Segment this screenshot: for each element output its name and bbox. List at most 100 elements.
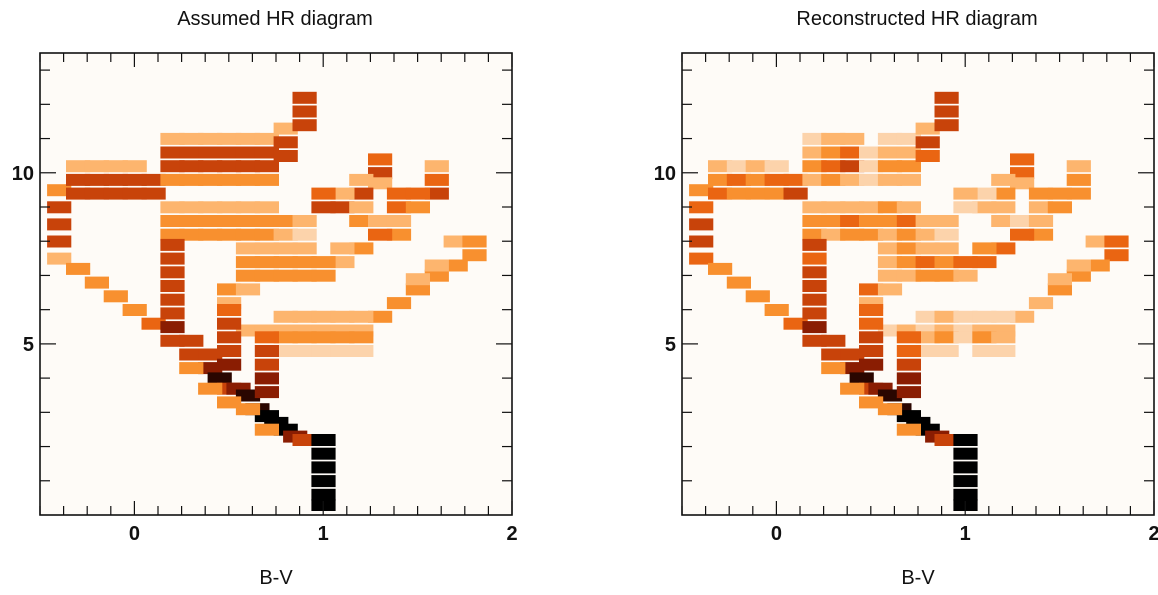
heatmap-cell [217, 132, 242, 145]
heatmap-cell [386, 201, 412, 214]
heatmap-cell [254, 228, 279, 241]
heatmap-cell [877, 403, 903, 416]
heatmap-cell [235, 403, 261, 416]
heatmap-cell [424, 173, 449, 186]
heatmap-cell [1066, 259, 1091, 272]
heatmap-cell [953, 187, 978, 200]
heatmap-cell [443, 235, 468, 248]
heatmap-cell [821, 334, 846, 347]
heatmap-cell [708, 173, 733, 186]
heatmap-cell [1066, 173, 1091, 186]
heatmap-cell [179, 201, 204, 214]
heatmap-cell [311, 201, 336, 214]
heatmap-cell [896, 146, 921, 159]
heatmap-cell [235, 132, 261, 145]
heatmap-cell [802, 160, 827, 173]
heatmap-cell [972, 187, 997, 200]
heatmap-cell [934, 256, 959, 269]
heatmap-cell [915, 242, 940, 255]
heatmap-cell [896, 269, 921, 282]
heatmap-cell [1028, 215, 1054, 227]
heatmap-cell [292, 345, 317, 357]
heatmap-cell [141, 317, 166, 330]
heatmap-cell [953, 310, 978, 323]
heatmap-cell [330, 242, 355, 255]
heatmap-cell [708, 262, 733, 275]
heatmap-cell [292, 256, 317, 269]
heatmap-cell [934, 91, 959, 104]
heatmap-cell [991, 173, 1016, 186]
heatmap-cell [217, 160, 242, 173]
heatmap-cell [726, 173, 751, 186]
heatmap-cell [424, 187, 449, 200]
heatmap-cell [972, 345, 997, 357]
heatmap-cell [991, 242, 1016, 255]
heatmap-cell [1028, 201, 1054, 214]
heatmap-cell [896, 132, 921, 145]
heatmap-cell [934, 331, 959, 344]
heatmap-cell [934, 119, 959, 132]
heatmap-cell [953, 434, 978, 446]
heatmap-cell [991, 345, 1016, 357]
x-tick-label: 0 [771, 523, 782, 545]
heatmap-cell [66, 173, 91, 186]
heatmap-cell [915, 228, 940, 241]
heatmap-cell [235, 215, 261, 227]
heatmap-cell [217, 317, 242, 330]
heatmap-cell [235, 201, 261, 214]
heatmap-cell [207, 372, 232, 385]
chart-panel-assumed: Assumed HR diagram 0 1 2 5 10 B-V [0, 0, 560, 595]
heatmap-cell [840, 228, 865, 241]
heatmap-cell [84, 276, 109, 289]
heatmap-cell [386, 228, 412, 241]
heatmap-cell [349, 310, 374, 323]
heatmap-cell [66, 187, 91, 200]
heatmap-cell [1085, 259, 1110, 272]
heatmap-cell [1047, 187, 1072, 200]
heatmap-cell [103, 187, 128, 200]
heatmap-cell [386, 187, 412, 200]
x-axis-label: B-V [901, 567, 935, 589]
heatmap-cell [273, 122, 298, 135]
heatmap-cell [877, 269, 903, 282]
heatmap-cell [802, 173, 827, 186]
heatmap-cell [273, 242, 298, 255]
heatmap-cell [972, 331, 997, 344]
heatmap-cell [972, 310, 997, 323]
heatmap-cell [689, 252, 714, 265]
heatmap-cell [991, 215, 1016, 227]
heatmap-cell [254, 423, 279, 436]
heatmap-cell [953, 331, 978, 344]
heatmap-cell [84, 187, 109, 200]
heatmap-cell [217, 396, 242, 409]
heatmap-cell [311, 331, 336, 344]
heatmap-cell [424, 269, 449, 282]
heatmap-cell [840, 160, 865, 173]
heatmap-cell [859, 146, 884, 159]
heatmap-cell [726, 187, 751, 200]
heatmap-cell [821, 146, 846, 159]
heatmap-cell [953, 269, 978, 282]
heatmap-cell [179, 146, 204, 159]
heatmap-cell [802, 132, 827, 145]
heatmap-cell [292, 310, 317, 323]
heatmap-cell [783, 173, 808, 186]
heatmap-cell [198, 362, 223, 375]
heatmap-cell [424, 259, 449, 272]
heatmap-cell [160, 307, 185, 320]
heatmap-cell [179, 334, 204, 347]
heatmap-cell [821, 201, 846, 214]
heatmap-cell [934, 310, 959, 323]
heatmap-cell [877, 215, 903, 227]
y-tick-label: 10 [654, 163, 676, 185]
heatmap-cell [160, 238, 185, 251]
heatmap-cell [745, 290, 770, 303]
heatmap-cell [915, 310, 940, 323]
heatmap-cell [726, 276, 751, 289]
heatmap-cell [254, 132, 279, 145]
heatmap-cell [217, 228, 242, 241]
heatmap-cell [859, 317, 884, 330]
x-tick-label: 0 [129, 523, 140, 545]
heatmap-cell [802, 280, 827, 292]
x-axis-label: B-V [259, 567, 293, 589]
